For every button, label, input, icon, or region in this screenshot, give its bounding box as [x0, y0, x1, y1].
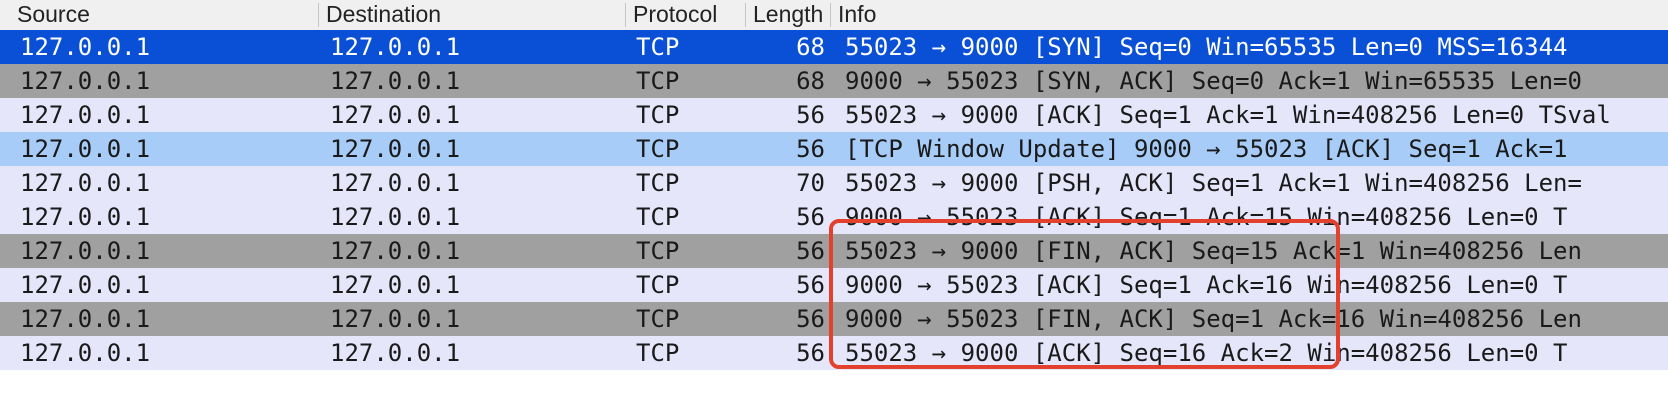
cell-protocol: TCP: [636, 135, 680, 163]
cell-destination: 127.0.0.1: [330, 305, 461, 333]
cell-source: 127.0.0.1: [20, 305, 151, 333]
cell-destination: 127.0.0.1: [330, 33, 461, 61]
cell-destination: 127.0.0.1: [330, 271, 461, 299]
cell-length: 56: [796, 101, 825, 129]
cell-length: 56: [796, 135, 825, 163]
cell-source: 127.0.0.1: [20, 237, 151, 265]
cell-destination: 127.0.0.1: [330, 101, 461, 129]
cell-length: 68: [796, 67, 825, 95]
packet-list-header: Source Destination Protocol Length Info: [0, 0, 1668, 31]
cell-destination: 127.0.0.1: [330, 339, 461, 367]
cell-protocol: TCP: [636, 305, 680, 333]
cell-info: 9000 → 55023 [SYN, ACK] Seq=0 Ack=1 Win=…: [845, 67, 1582, 95]
packet-row[interactable]: 127.0.0.1 127.0.0.1 TCP 56 9000 → 55023 …: [0, 302, 1668, 336]
cell-destination: 127.0.0.1: [330, 237, 461, 265]
column-header-length[interactable]: Length: [753, 1, 824, 27]
cell-source: 127.0.0.1: [20, 339, 151, 367]
cell-protocol: TCP: [636, 169, 680, 197]
cell-info: 55023 → 9000 [ACK] Seq=16 Ack=2 Win=4082…: [845, 339, 1568, 367]
packet-row[interactable]: 127.0.0.1 127.0.0.1 TCP 56 9000 → 55023 …: [0, 200, 1668, 234]
column-divider[interactable]: [318, 3, 319, 27]
packet-row[interactable]: 127.0.0.1 127.0.0.1 TCP 70 55023 → 9000 …: [0, 166, 1668, 200]
column-header-source[interactable]: Source: [17, 1, 90, 27]
column-divider[interactable]: [625, 3, 626, 27]
cell-protocol: TCP: [636, 271, 680, 299]
cell-protocol: TCP: [636, 203, 680, 231]
cell-info: 55023 → 9000 [SYN] Seq=0 Win=65535 Len=0…: [845, 33, 1568, 61]
cell-source: 127.0.0.1: [20, 101, 151, 129]
column-header-info[interactable]: Info: [838, 1, 877, 27]
cell-source: 127.0.0.1: [20, 271, 151, 299]
cell-protocol: TCP: [636, 33, 680, 61]
column-header-protocol[interactable]: Protocol: [633, 1, 718, 27]
cell-info: [TCP Window Update] 9000 → 55023 [ACK] S…: [845, 135, 1568, 163]
cell-info: 9000 → 55023 [ACK] Seq=1 Ack=16 Win=4082…: [845, 271, 1568, 299]
cell-destination: 127.0.0.1: [330, 67, 461, 95]
cell-source: 127.0.0.1: [20, 67, 151, 95]
cell-info: 55023 → 9000 [PSH, ACK] Seq=1 Ack=1 Win=…: [845, 169, 1582, 197]
packet-row[interactable]: 127.0.0.1 127.0.0.1 TCP 56 55023 → 9000 …: [0, 336, 1668, 370]
cell-source: 127.0.0.1: [20, 135, 151, 163]
cell-length: 56: [796, 203, 825, 231]
column-header-destination[interactable]: Destination: [326, 1, 442, 27]
cell-destination: 127.0.0.1: [330, 135, 461, 163]
packet-row[interactable]: 127.0.0.1 127.0.0.1 TCP 56 [TCP Window U…: [0, 132, 1668, 166]
cell-protocol: TCP: [636, 67, 680, 95]
cell-protocol: TCP: [636, 339, 680, 367]
cell-length: 68: [796, 33, 825, 61]
packet-row[interactable]: 127.0.0.1 127.0.0.1 TCP 68 9000 → 55023 …: [0, 64, 1668, 98]
packet-row[interactable]: 127.0.0.1 127.0.0.1 TCP 56 9000 → 55023 …: [0, 268, 1668, 302]
cell-source: 127.0.0.1: [20, 33, 151, 61]
cell-length: 56: [796, 305, 825, 333]
cell-info: 9000 → 55023 [ACK] Seq=1 Ack=15 Win=4082…: [845, 203, 1568, 231]
packet-row[interactable]: 127.0.0.1 127.0.0.1 TCP 68 55023 → 9000 …: [0, 30, 1668, 64]
cell-destination: 127.0.0.1: [330, 203, 461, 231]
packet-row[interactable]: 127.0.0.1 127.0.0.1 TCP 56 55023 → 9000 …: [0, 98, 1668, 132]
cell-source: 127.0.0.1: [20, 169, 151, 197]
column-divider[interactable]: [830, 3, 831, 27]
cell-destination: 127.0.0.1: [330, 169, 461, 197]
column-divider[interactable]: [745, 3, 746, 27]
cell-length: 56: [796, 339, 825, 367]
cell-protocol: TCP: [636, 101, 680, 129]
cell-length: 56: [796, 271, 825, 299]
cell-info: 9000 → 55023 [FIN, ACK] Seq=1 Ack=16 Win…: [845, 305, 1582, 333]
cell-info: 55023 → 9000 [ACK] Seq=1 Ack=1 Win=40825…: [845, 101, 1611, 129]
packet-list: 127.0.0.1 127.0.0.1 TCP 68 55023 → 9000 …: [0, 30, 1668, 370]
packet-row[interactable]: 127.0.0.1 127.0.0.1 TCP 56 55023 → 9000 …: [0, 234, 1668, 268]
cell-protocol: TCP: [636, 237, 680, 265]
cell-length: 70: [796, 169, 825, 197]
cell-source: 127.0.0.1: [20, 203, 151, 231]
cell-info: 55023 → 9000 [FIN, ACK] Seq=15 Ack=1 Win…: [845, 237, 1582, 265]
cell-length: 56: [796, 237, 825, 265]
